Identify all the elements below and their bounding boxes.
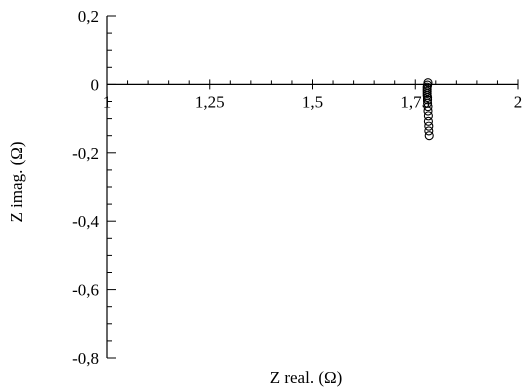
x-tick-label: 2: [514, 92, 523, 111]
x-tick-label: 1,25: [195, 92, 225, 111]
x-tick-label: 1: [103, 92, 112, 111]
data-point: [423, 106, 433, 116]
y-tick-label: -0,8: [72, 349, 99, 368]
data-point: [423, 102, 433, 112]
x-tick-label: 1,5: [302, 92, 323, 111]
y-tick-labels: 0,2 0 -0,2 -0,4 -0,6 -0,8: [72, 7, 99, 368]
x-tick-label: 1,75: [400, 92, 430, 111]
axes: [106, 15, 519, 359]
data-point: [423, 95, 433, 105]
data-points: [422, 78, 434, 141]
data-point: [424, 131, 434, 141]
x-tick-labels: 1 1,25 1,5 1,75 2: [103, 92, 523, 111]
y-tick-label: 0,2: [78, 7, 99, 26]
data-point: [423, 116, 433, 126]
y-tick-label: -0,2: [72, 144, 99, 163]
y-tick-label: -0,6: [72, 281, 99, 300]
y-axis-label: Z imag. (Ω): [7, 141, 26, 222]
y-tick-label: -0,4: [72, 212, 99, 231]
data-point: [423, 111, 433, 121]
data-point: [424, 126, 434, 136]
data-point: [423, 92, 433, 102]
y-tick-label: 0: [91, 75, 100, 94]
x-axis-label: Z real. (Ω): [270, 368, 343, 387]
data-point: [424, 121, 434, 131]
